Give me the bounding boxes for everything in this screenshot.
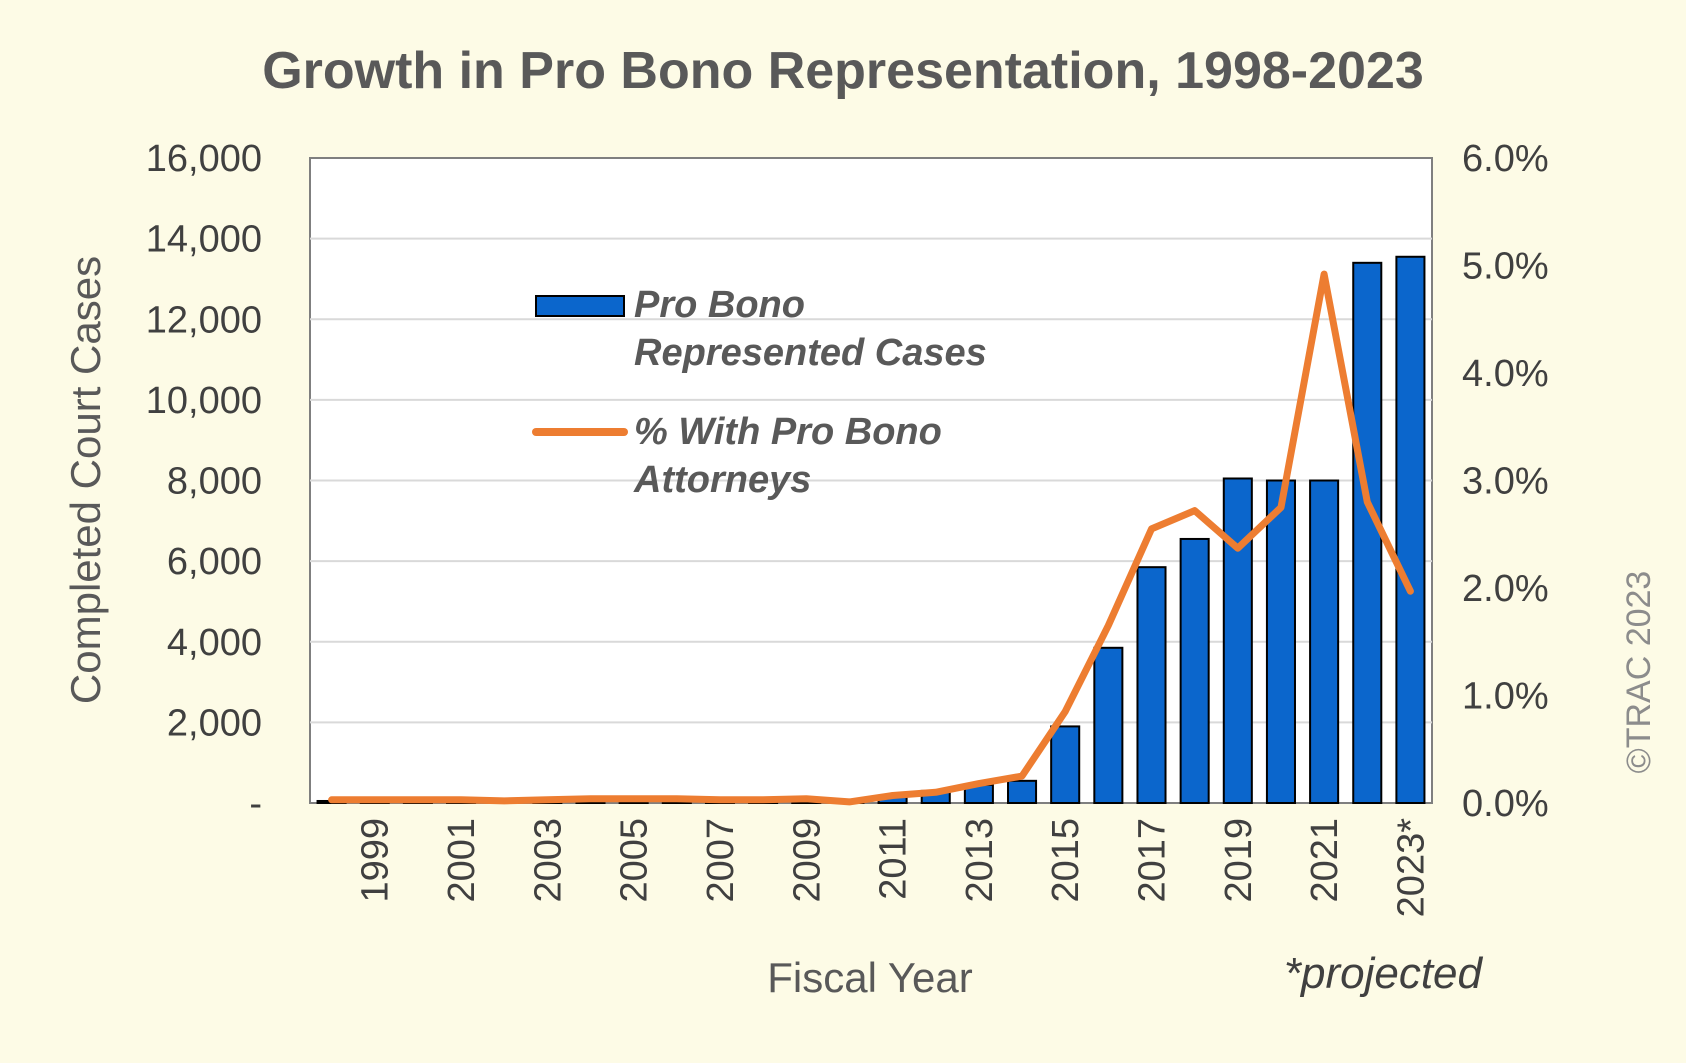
y-axis-label: Completed Court Cases <box>62 256 109 704</box>
y-tick-label: 4,000 <box>167 622 262 664</box>
y2-tick-label: 2.0% <box>1462 568 1549 610</box>
y-tick-label: 10,000 <box>146 380 262 422</box>
line-point-2003 <box>546 798 549 801</box>
line-point-2009 <box>805 797 808 800</box>
x-tick-label: 2007 <box>700 818 742 903</box>
legend-bar-label: Represented Cases <box>634 332 987 374</box>
line-point-2020 <box>1279 506 1282 509</box>
bar-series <box>316 255 1426 805</box>
x-tick-label: 2019 <box>1218 818 1260 903</box>
bar-2023* <box>1395 255 1426 804</box>
y2-tick-label: 4.0% <box>1462 353 1549 395</box>
y2-tick-label: 0.0% <box>1462 783 1549 825</box>
y-tick-label: 16,000 <box>146 138 262 180</box>
x-tick-label: 2009 <box>786 818 828 903</box>
x-tick-label: 2011 <box>873 818 915 900</box>
chart-title: Growth in Pro Bono Representation, 1998-… <box>262 42 1424 100</box>
line-point-1999 <box>373 798 376 801</box>
x-tick-label: 2001 <box>441 818 483 903</box>
y-tick-label: - <box>249 783 262 825</box>
line-series <box>328 270 1414 806</box>
line-point-2023* <box>1409 590 1412 593</box>
legend-bar-label: Pro Bono <box>634 284 805 326</box>
x-tick-label: 2017 <box>1132 818 1174 903</box>
line-point-2000 <box>416 798 419 801</box>
line-point-2018 <box>1193 509 1196 512</box>
line-point-2011 <box>891 794 894 797</box>
y2-tick-label: 1.0% <box>1462 676 1549 718</box>
y-tick-label: 2,000 <box>167 702 262 744</box>
y-axis-right-ticks: 0.0% 1.0% 2.0% 3.0% 4.0% 5.0% 6.0% <box>1462 138 1549 825</box>
x-axis-ticks: 1999 2001 2003 2005 2007 2009 2011 2013 2015 2017… <box>355 818 1433 918</box>
y2-tick-label: 5.0% <box>1462 246 1549 288</box>
x-tick-label: 2015 <box>1045 818 1087 903</box>
y-tick-label: 12,000 <box>146 299 262 341</box>
line-point-2006 <box>675 797 678 800</box>
line-point-2014 <box>1021 775 1024 778</box>
line-point-2002 <box>503 799 506 802</box>
line-point-2001 <box>460 798 463 801</box>
line-point-2008 <box>762 798 765 801</box>
x-tick-label: 2023* <box>1390 818 1432 918</box>
y-tick-label: 8,000 <box>167 461 262 503</box>
y2-tick-label: 3.0% <box>1462 461 1549 503</box>
line-point-2013 <box>977 782 980 785</box>
x-tick-label: 2005 <box>614 818 656 903</box>
bar-2022 <box>1352 261 1383 804</box>
bar-2020 <box>1265 479 1296 804</box>
bar-2021 <box>1309 479 1340 804</box>
x-axis-label: Fiscal Year <box>767 954 972 1001</box>
y-axis-left-ticks: - 2,000 4,000 6,000 8,000 10,000 12,000 14,000 1… <box>146 138 262 825</box>
line-point-2012 <box>934 791 937 794</box>
line-point-2016 <box>1107 624 1110 627</box>
line-point-2004 <box>589 797 592 800</box>
line-point-2021 <box>1323 273 1326 276</box>
legend-line-label: Attorneys <box>633 459 811 501</box>
x-tick-label: 1999 <box>355 818 397 903</box>
bar-2015 <box>1050 725 1081 804</box>
bar-2014 <box>1007 779 1038 804</box>
line-point-1998 <box>330 798 333 801</box>
projected-footnote: *projected <box>1284 949 1484 998</box>
line-point-2022 <box>1366 501 1369 503</box>
bar-2017 <box>1136 566 1167 804</box>
legend-bar-swatch <box>535 295 625 317</box>
bar-2018 <box>1179 537 1210 804</box>
line-point-2019 <box>1236 547 1239 550</box>
legend: Pro Bono Represented Cases % With Pro Bono… <box>532 284 987 501</box>
line-point-2017 <box>1150 527 1153 530</box>
x-tick-label: 2013 <box>959 818 1001 903</box>
line-point-2010 <box>848 800 851 803</box>
y-tick-label: 14,000 <box>146 219 262 261</box>
bar-2019 <box>1222 477 1253 804</box>
line-point-2005 <box>632 797 635 800</box>
bar-2016 <box>1093 646 1124 804</box>
line-point-2015 <box>1064 710 1067 713</box>
y2-tick-label: 6.0% <box>1462 138 1549 180</box>
x-tick-label: 2021 <box>1304 818 1346 903</box>
pct-pro-bono-line <box>328 270 1414 806</box>
x-tick-label: 2003 <box>527 818 569 903</box>
line-point-2007 <box>718 798 721 801</box>
copyright-credit: ©TRAC 2023 <box>1620 571 1658 774</box>
y-tick-label: 6,000 <box>167 541 262 583</box>
legend-line-label: % With Pro Bono <box>634 411 942 453</box>
